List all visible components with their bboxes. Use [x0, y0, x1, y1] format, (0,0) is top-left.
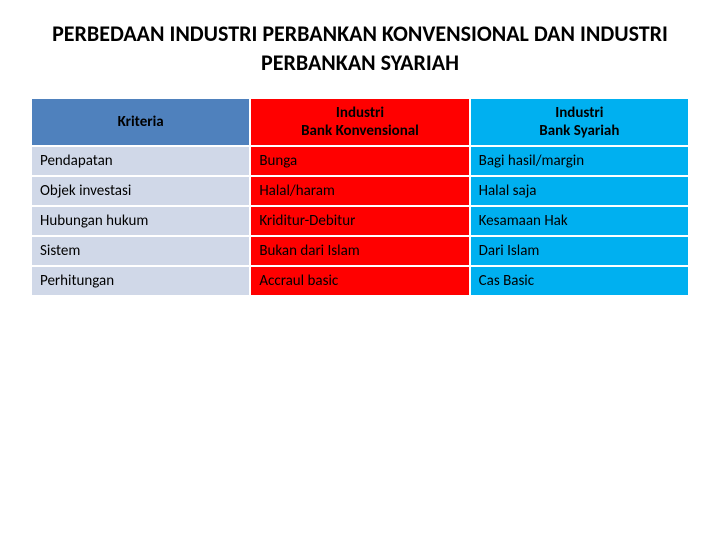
table-row: Sistem Bukan dari Islam Dari Islam	[31, 236, 689, 266]
table-row: Pendapatan Bunga Bagi hasil/margin	[31, 146, 689, 176]
comparison-table: Kriteria Industri Bank Konvensional Indu…	[30, 97, 690, 297]
cell-syariah: Dari Islam	[470, 236, 689, 266]
cell-syariah: Bagi hasil/margin	[470, 146, 689, 176]
cell-syariah: Kesamaan Hak	[470, 206, 689, 236]
header-konvensional: Industri Bank Konvensional	[250, 98, 469, 146]
cell-syariah: Cas Basic	[470, 266, 689, 296]
cell-kriteria: Objek investasi	[31, 176, 250, 206]
cell-syariah: Halal saja	[470, 176, 689, 206]
cell-konv: Bunga	[250, 146, 469, 176]
header-konv-line2: Bank Konvensional	[301, 122, 419, 140]
table-body: Pendapatan Bunga Bagi hasil/margin Objek…	[31, 146, 689, 296]
header-syariah: Industri Bank Syariah	[470, 98, 689, 146]
table-row: Hubungan hukum Kriditur-Debitur Kesamaan…	[31, 206, 689, 236]
cell-konv: Accraul basic	[250, 266, 469, 296]
header-kriteria: Kriteria	[31, 98, 250, 146]
header-syariah-line2: Bank Syariah	[539, 122, 619, 140]
cell-kriteria: Pendapatan	[31, 146, 250, 176]
page-title: PERBEDAAN INDUSTRI PERBANKAN KONVENSIONA…	[30, 20, 690, 77]
cell-kriteria: Hubungan hukum	[31, 206, 250, 236]
cell-konv: Halal/haram	[250, 176, 469, 206]
table-row: Objek investasi Halal/haram Halal saja	[31, 176, 689, 206]
cell-kriteria: Sistem	[31, 236, 250, 266]
table-row: Perhitungan Accraul basic Cas Basic	[31, 266, 689, 296]
cell-kriteria: Perhitungan	[31, 266, 250, 296]
cell-konv: Kriditur-Debitur	[250, 206, 469, 236]
header-konv-line1: Industri	[336, 104, 384, 122]
cell-konv: Bukan dari Islam	[250, 236, 469, 266]
table-header-row: Kriteria Industri Bank Konvensional Indu…	[31, 98, 689, 146]
header-syariah-line1: Industri	[555, 104, 603, 122]
